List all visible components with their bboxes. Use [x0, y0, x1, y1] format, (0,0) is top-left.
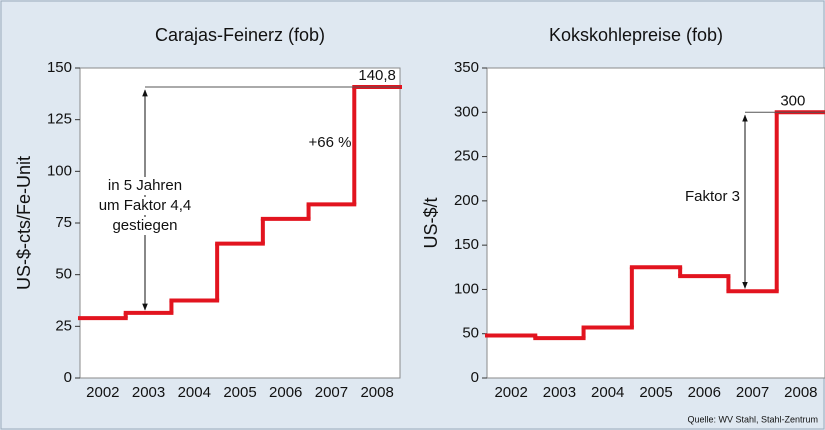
y-tick-label: 150 — [454, 236, 479, 253]
source: Quelle: WV Stahl, Stahl-Zentrum — [687, 414, 818, 424]
annotation: gestiegen — [112, 217, 177, 234]
x-tick-label: 2002 — [86, 384, 119, 401]
x-tick-label: 2008 — [360, 384, 393, 401]
y-tick-label: 300 — [454, 103, 479, 120]
y-tick-label: 50 — [55, 266, 72, 283]
x-tick-label: 2006 — [688, 384, 721, 401]
y-tick-label: 125 — [47, 111, 72, 128]
y-tick-label: 75 — [55, 214, 72, 231]
annotation: um Faktor 4,4 — [99, 197, 192, 214]
y-axis-label: US-$/t — [421, 197, 441, 248]
annotation-bg — [95, 197, 195, 215]
x-tick-label: 2004 — [591, 384, 624, 401]
x-tick-label: 2005 — [639, 384, 672, 401]
x-tick-label: 2005 — [223, 384, 256, 401]
y-tick-label: 100 — [454, 280, 479, 297]
x-tick-label: 2003 — [132, 384, 165, 401]
annotation-bg — [678, 187, 744, 207]
annotation-bg — [95, 217, 195, 235]
y-tick-label: 350 — [454, 59, 479, 76]
x-tick-label: 2002 — [494, 384, 527, 401]
x-tick-label: 2008 — [784, 384, 817, 401]
x-tick-label: 2004 — [178, 384, 211, 401]
chart-title: Kokskohlepreise (fob) — [549, 25, 723, 45]
y-tick-label: 0 — [64, 369, 72, 386]
y-tick-label: 150 — [47, 59, 72, 76]
y-tick-label: 200 — [454, 192, 479, 209]
y-tick-label: 0 — [471, 369, 479, 386]
y-tick-label: 25 — [55, 317, 72, 334]
annotation: in 5 Jahren — [108, 177, 182, 194]
plot-area — [486, 67, 825, 379]
y-axis-label: US-$-cts/Fe-Unit — [14, 156, 34, 290]
x-tick-label: 2007 — [315, 384, 348, 401]
value-label: 300 — [780, 92, 805, 109]
value-label: 140,8 — [358, 67, 396, 84]
x-tick-label: 2003 — [543, 384, 576, 401]
chart-title: Carajas-Feinerz (fob) — [155, 25, 325, 45]
annotation: +66 % — [309, 134, 352, 151]
x-tick-label: 2007 — [736, 384, 769, 401]
x-tick-label: 2006 — [269, 384, 302, 401]
y-tick-label: 50 — [462, 325, 479, 342]
y-tick-label: 100 — [47, 162, 72, 179]
annotation-bg — [95, 177, 195, 195]
y-tick-label: 250 — [454, 148, 479, 165]
annotation: Faktor 3 — [685, 188, 740, 205]
